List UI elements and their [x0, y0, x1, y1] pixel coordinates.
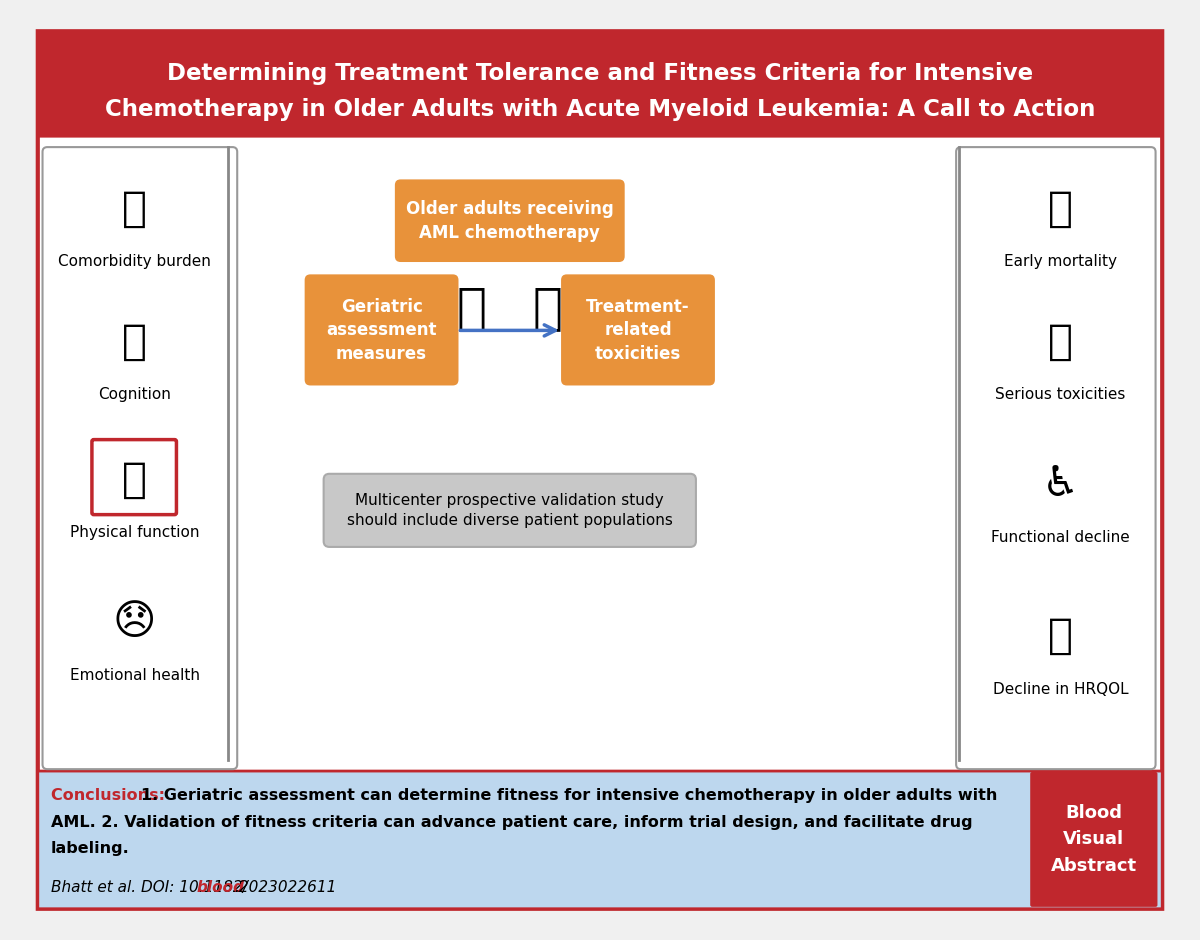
- Text: 💊: 💊: [457, 285, 487, 333]
- FancyBboxPatch shape: [305, 274, 458, 385]
- Text: 🏥: 🏥: [1048, 321, 1073, 363]
- FancyBboxPatch shape: [37, 31, 1163, 909]
- Text: Conclusions:: Conclusions:: [52, 788, 170, 803]
- Text: AML. 2. Validation of fitness criteria can advance patient care, inform trial de: AML. 2. Validation of fitness criteria c…: [52, 815, 973, 830]
- Text: blood: blood: [197, 880, 245, 895]
- FancyBboxPatch shape: [37, 771, 1163, 909]
- Text: 🪦: 🪦: [1048, 188, 1073, 230]
- Text: 💉: 💉: [533, 285, 563, 333]
- Text: Emotional health: Emotional health: [70, 667, 199, 682]
- Text: Early mortality: Early mortality: [1004, 255, 1117, 270]
- Text: Determining Treatment Tolerance and Fitness Criteria for Intensive: Determining Treatment Tolerance and Fitn…: [167, 61, 1033, 85]
- Text: Serious toxicities: Serious toxicities: [996, 387, 1126, 402]
- FancyBboxPatch shape: [395, 180, 625, 262]
- FancyBboxPatch shape: [324, 474, 696, 547]
- Text: 🫀: 🫀: [122, 188, 148, 230]
- Text: labeling.: labeling.: [52, 841, 130, 856]
- FancyBboxPatch shape: [42, 147, 238, 769]
- Text: Older adults receiving
AML chemotherapy: Older adults receiving AML chemotherapy: [406, 200, 613, 242]
- Text: Bhatt et al. DOI: 10.1182/: Bhatt et al. DOI: 10.1182/: [52, 880, 248, 895]
- FancyBboxPatch shape: [562, 274, 715, 385]
- FancyBboxPatch shape: [956, 147, 1156, 769]
- FancyBboxPatch shape: [1031, 772, 1158, 907]
- Text: Physical function: Physical function: [70, 525, 199, 540]
- Text: Comorbidity burden: Comorbidity burden: [59, 255, 211, 270]
- Text: 🚶: 🚶: [122, 459, 148, 500]
- Text: Treatment-
related
toxicities: Treatment- related toxicities: [586, 298, 690, 363]
- Text: 1. Geriatric assessment can determine fitness for intensive chemotherapy in olde: 1. Geriatric assessment can determine fi…: [142, 788, 997, 803]
- FancyBboxPatch shape: [37, 31, 1163, 137]
- Text: Decline in HRQOL: Decline in HRQOL: [992, 682, 1128, 697]
- Text: 😞: 😞: [113, 601, 156, 643]
- Text: Cognition: Cognition: [98, 387, 172, 402]
- Text: 💡: 💡: [122, 321, 148, 363]
- Text: Blood
Visual
Abstract: Blood Visual Abstract: [1051, 804, 1136, 875]
- Text: Chemotherapy in Older Adults with Acute Myeloid Leukemia: A Call to Action: Chemotherapy in Older Adults with Acute …: [104, 98, 1096, 120]
- Text: Multicenter prospective validation study
should include diverse patient populati: Multicenter prospective validation study…: [347, 494, 673, 528]
- Text: Geriatric
assessment
measures: Geriatric assessment measures: [326, 298, 437, 363]
- Text: ♿: ♿: [1042, 463, 1079, 505]
- Text: Functional decline: Functional decline: [991, 530, 1130, 545]
- Text: 🧠: 🧠: [1048, 615, 1073, 657]
- Text: .2023022611: .2023022611: [234, 880, 337, 895]
